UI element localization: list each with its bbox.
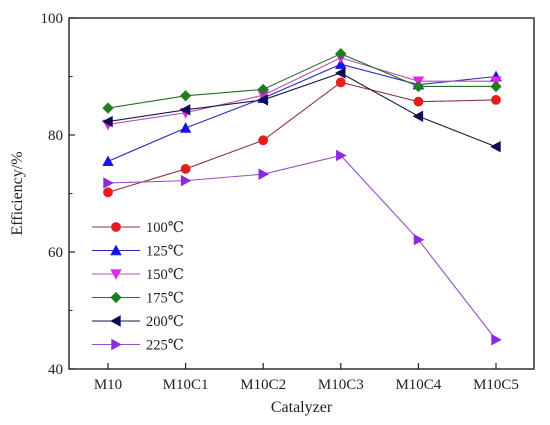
legend-label: 175℃ — [146, 291, 184, 307]
legend-label: 150℃ — [146, 267, 184, 283]
y-tick-label: 40 — [48, 362, 63, 378]
data-point — [103, 177, 114, 189]
x-tick-label: M10C5 — [473, 377, 519, 393]
data-point — [413, 234, 425, 246]
x-tick-label: M10C1 — [163, 377, 209, 393]
legend-marker — [111, 222, 121, 232]
series-line — [107, 154, 497, 341]
data-point — [102, 115, 113, 128]
series-line — [107, 72, 497, 148]
data-point — [179, 104, 191, 116]
data-point — [180, 174, 192, 187]
data-point — [102, 102, 114, 114]
data-point — [103, 187, 113, 198]
x-tick-label: M10C2 — [240, 377, 286, 393]
data-point — [335, 77, 346, 88]
data-point — [257, 83, 269, 95]
y-tick-label: 80 — [48, 128, 63, 144]
series-markers — [102, 48, 502, 346]
data-point — [412, 110, 424, 122]
legend-marker — [110, 269, 122, 280]
x-tick-label: M10C3 — [318, 377, 364, 393]
legend-marker — [111, 338, 122, 351]
data-point — [257, 94, 268, 106]
data-point — [335, 48, 347, 60]
legend-marker — [110, 315, 121, 327]
legend-label: 100℃ — [146, 220, 184, 236]
data-point — [413, 96, 424, 107]
series-lines — [107, 53, 497, 341]
axis-ticks: 40 60 80 100 M10 M10C1 M10C2 M10C3 M10C4 M10C5 — [41, 11, 519, 393]
legend-marker — [110, 291, 122, 304]
data-point — [336, 149, 347, 162]
data-point — [179, 90, 192, 102]
data-point — [102, 155, 114, 167]
plot-frame — [68, 17, 535, 370]
legend-label: 200℃ — [146, 314, 184, 330]
data-point — [490, 140, 501, 153]
data-point — [412, 80, 425, 93]
series-line — [107, 63, 497, 162]
legend-marker — [110, 244, 122, 256]
data-point — [258, 135, 269, 146]
y-tick-label: 60 — [48, 245, 63, 261]
data-point — [258, 168, 270, 180]
data-point — [180, 164, 191, 174]
data-point — [335, 58, 347, 69]
series-line — [107, 57, 496, 126]
legend: 100℃ 125℃ 150℃ 175℃ 200℃ 225℃ — [92, 220, 184, 354]
data-point — [491, 95, 501, 105]
y-axis-title: Efficiency/% — [9, 151, 26, 235]
legend-label: 125℃ — [146, 244, 184, 260]
series-line — [107, 81, 497, 193]
data-point — [179, 122, 192, 133]
series-line — [107, 53, 496, 109]
x-axis-title: Catalyzer — [271, 399, 333, 416]
x-tick-label: M10C4 — [395, 377, 441, 393]
y-tick-label: 100 — [41, 11, 64, 27]
data-point — [334, 67, 346, 79]
data-point — [491, 334, 502, 346]
data-point — [490, 80, 502, 93]
x-tick-label: M10 — [94, 377, 122, 393]
legend-label: 225℃ — [146, 338, 184, 354]
